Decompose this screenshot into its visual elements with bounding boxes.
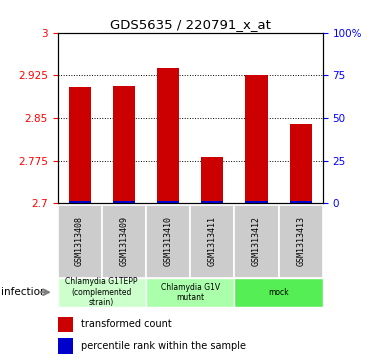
Bar: [146, 278, 234, 307]
Bar: [234, 205, 279, 278]
Bar: [234, 278, 323, 307]
Text: GSM1313410: GSM1313410: [164, 216, 173, 266]
Text: GSM1313411: GSM1313411: [208, 216, 217, 266]
Bar: [245, 200, 267, 203]
Text: GSM1313408: GSM1313408: [75, 216, 84, 266]
Bar: [157, 68, 179, 203]
Text: transformed count: transformed count: [81, 319, 172, 329]
Bar: [58, 317, 73, 332]
Bar: [102, 205, 146, 278]
Bar: [190, 205, 234, 278]
Bar: [201, 157, 223, 203]
Bar: [58, 338, 73, 354]
Bar: [245, 75, 267, 203]
Text: Chlamydia G1TEPP
(complemented
strain): Chlamydia G1TEPP (complemented strain): [65, 277, 138, 307]
Bar: [58, 278, 146, 307]
Bar: [290, 124, 312, 203]
Title: GDS5635 / 220791_x_at: GDS5635 / 220791_x_at: [110, 19, 270, 32]
Bar: [201, 200, 223, 203]
Bar: [279, 205, 323, 278]
Text: mock: mock: [268, 288, 289, 297]
Bar: [146, 205, 190, 278]
Text: infection: infection: [1, 287, 46, 297]
Bar: [290, 200, 312, 203]
Bar: [157, 200, 179, 203]
Bar: [58, 205, 102, 278]
Bar: [113, 200, 135, 203]
Text: GSM1313412: GSM1313412: [252, 216, 261, 266]
Bar: [69, 200, 91, 203]
Text: Chlamydia G1V
mutant: Chlamydia G1V mutant: [161, 282, 220, 302]
Text: GSM1313413: GSM1313413: [296, 216, 305, 266]
Bar: [69, 87, 91, 203]
Text: GSM1313409: GSM1313409: [119, 216, 128, 266]
Text: percentile rank within the sample: percentile rank within the sample: [81, 341, 246, 351]
Bar: [113, 86, 135, 203]
